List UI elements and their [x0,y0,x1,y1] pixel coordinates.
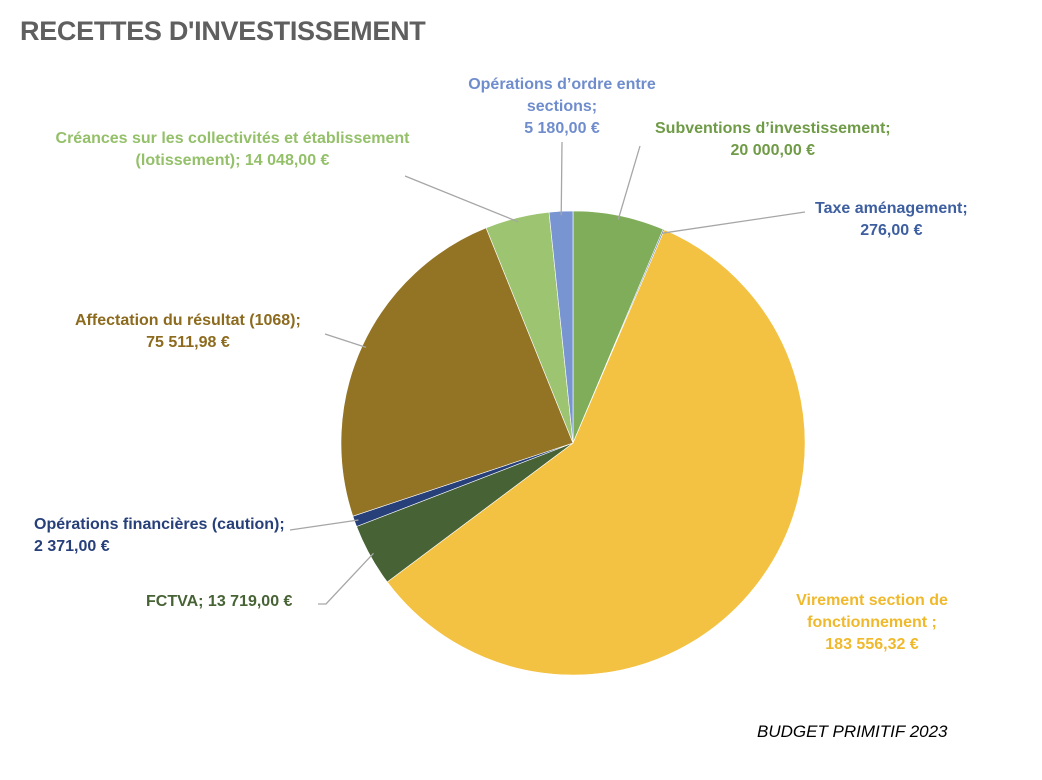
slice-label-virement: Virement section de fonctionnement ; 183… [772,590,972,656]
leader-line-taxe-amenagement [662,211,806,234]
leader-line-subventions [617,145,641,220]
footnote: BUDGET PRIMITIF 2023 [757,722,948,741]
leader-line-creances [404,175,519,223]
slice-value-text: 5 180,00 € [524,120,600,137]
slice-label-taxe-amenagement: Taxe aménagement; 276,00 € [815,198,968,242]
slice-label-affectation: Affectation du résultat (1068); 75 511,9… [75,310,301,354]
slice-value-text: 276,00 € [860,222,923,239]
slice-label-text: Virement section de fonctionnement ; [796,592,948,631]
slice-label-creances: Créances sur les collectivités et établi… [55,128,410,172]
slice-value-text: 2 371,00 € [34,538,110,555]
leader-line-fctva [318,552,374,605]
slice-value-text: 20 000,00 € [730,142,816,159]
slice-label-text: Taxe aménagement; [815,200,968,217]
chart-title: RECETTES D'INVESTISSEMENT [20,16,426,46]
slice-label-operations-ordre: Opérations d’ordre entre sections; 5 180… [462,74,662,140]
pie-slice-virement [386,229,806,676]
leader-line-affectation [324,333,367,348]
slice-label-text: Créances sur les collectivités et établi… [55,130,410,169]
slice-label-operations-financieres: Opérations financières (caution); 2 371,… [34,514,285,558]
slice-value-text: 14 048,00 € [244,152,330,169]
slice-label-text: FCTVA; [146,593,204,610]
slice-label-text: Opérations financières (caution); [34,516,285,533]
slice-label-fctva: FCTVA; 13 719,00 € [146,591,292,613]
leader-line-operations-financieres [289,519,359,531]
slice-value-text: 75 511,98 € [146,334,230,351]
slice-value-text: 13 719,00 € [207,593,293,610]
slice-label-text: Subventions d’investissement; [655,120,891,137]
slice-value-text: 183 556,32 € [825,636,919,653]
slice-label-subventions: Subventions d’investissement; 20 000,00 … [655,118,891,162]
slice-label-text: Affectation du résultat (1068); [75,312,301,329]
leader-line-operations-ordre [560,141,563,216]
slice-label-text: Opérations d’ordre entre sections; [468,76,656,115]
